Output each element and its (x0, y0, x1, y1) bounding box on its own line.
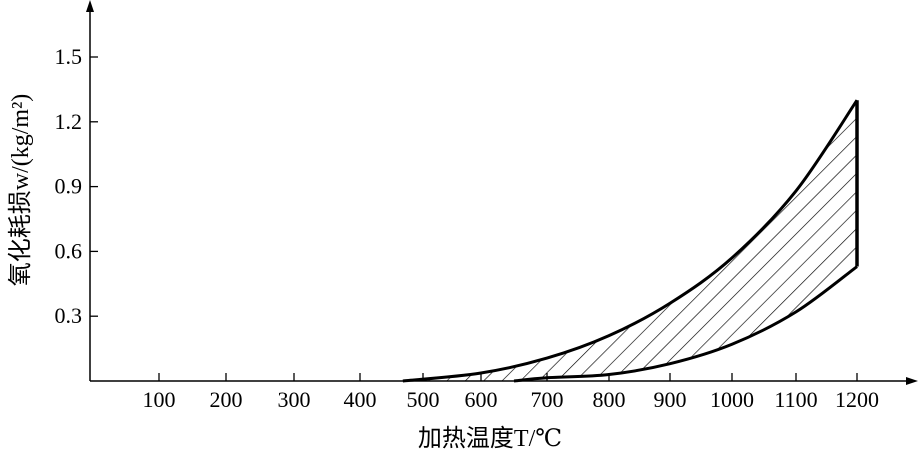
hatched-band (402, 100, 857, 381)
x-axis-arrow (906, 377, 918, 385)
x-tick-label: 200 (210, 387, 243, 412)
x-tick-label: 500 (407, 387, 440, 412)
y-tick-label: 0.9 (55, 174, 83, 199)
y-axis-arrow (86, 0, 94, 12)
x-tick-label: 700 (531, 387, 564, 412)
x-axis-label: 加热温度T/℃ (418, 425, 562, 452)
y-tick-label: 0.3 (55, 303, 83, 328)
y-tick-label: 0.6 (55, 238, 83, 263)
x-tick-label: 300 (278, 387, 311, 412)
x-tick-label: 100 (143, 387, 176, 412)
x-tick-label: 900 (654, 387, 687, 412)
y-tick-label: 1.2 (55, 109, 83, 134)
upper-bound-curve (402, 99, 859, 383)
x-tick-label: 1000 (710, 387, 754, 412)
x-tick-label: 400 (344, 387, 377, 412)
x-tick-label: 1100 (774, 387, 817, 412)
x-tick-label: 1200 (835, 387, 879, 412)
x-tick-label: 800 (593, 387, 626, 412)
y-axis-label: 氧化耗损w/(kg/m²) (7, 94, 34, 287)
y-tick-label: 1.5 (55, 44, 83, 69)
x-tick-label: 600 (465, 387, 498, 412)
